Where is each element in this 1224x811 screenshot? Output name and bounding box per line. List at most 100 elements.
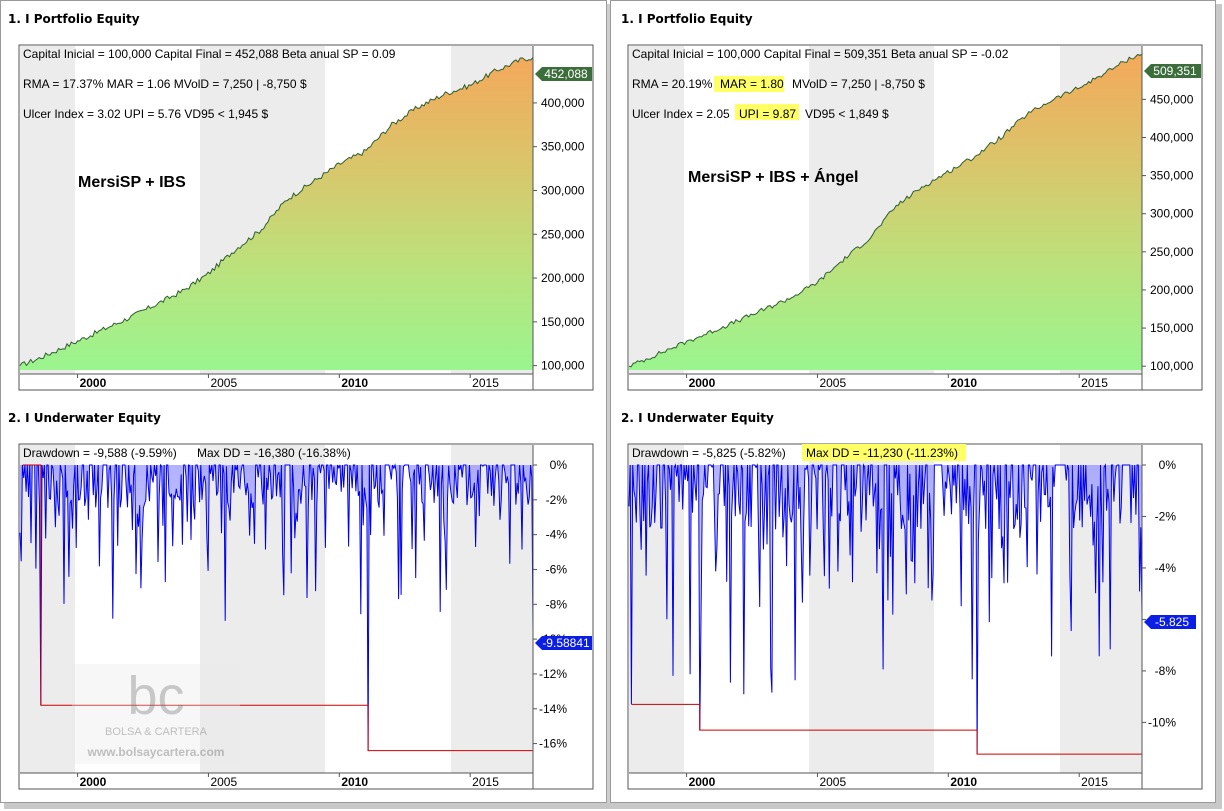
equity-xtick-label: 2005 xyxy=(210,376,237,390)
left-strategy-label: MersiSP + IBS xyxy=(78,174,186,191)
right-maxdd-line xyxy=(631,703,1142,755)
right-stats-mvold: MVolD = 7,250 | -8,750 $ xyxy=(792,77,925,91)
right-final-badge xyxy=(1144,64,1201,78)
right-equity-area xyxy=(629,54,1142,370)
dd-ytick-label: -6% xyxy=(546,562,568,576)
equity-ytick-label: 350,000 xyxy=(541,140,585,154)
panel-separator xyxy=(607,4,610,803)
right-equity-chart: 100,000 150,000 200,000 250,000 300,000 350,0… xyxy=(627,44,1203,391)
left-equity-band-1 xyxy=(20,46,75,374)
left-dd-label: -9.58841 xyxy=(542,636,590,650)
watermark-logo: bc xyxy=(127,666,184,726)
right-stats-rma: RMA = 20.19% xyxy=(632,77,713,91)
dd-ytick-label: -2% xyxy=(546,493,568,507)
right-strategy-label: MersiSP + IBS + Ángel xyxy=(688,167,858,186)
left-final-badge xyxy=(535,67,592,81)
dd-xtick-label: 2010 xyxy=(341,775,368,789)
dd-xtick-label: 2000 xyxy=(689,775,716,789)
left-equity-line xyxy=(19,56,534,367)
right-equity-title: 1. I Portfolio Equity xyxy=(621,12,753,26)
right-dd-fill xyxy=(629,465,1142,755)
left-equity-area xyxy=(20,57,533,371)
equity-ytick-label: 200,000 xyxy=(541,271,585,285)
equity-xtick-label: 2000 xyxy=(80,376,107,390)
dd-ytick-label: -16% xyxy=(539,737,567,751)
left-dd-stats: Drawdown = -9,588 (-9.59%) xyxy=(23,446,177,460)
right-dd-line xyxy=(628,463,1143,755)
equity-xtick-label: 2015 xyxy=(472,376,499,390)
right-dd-stats: Drawdown = -5,825 (-5.82%) xyxy=(632,446,786,460)
left-underwater-title: 2. I Underwater Equity xyxy=(8,411,161,425)
equity-xtick-label: 2015 xyxy=(1081,376,1108,390)
right-dd-band-1 xyxy=(629,445,684,773)
left-stats-line3: Ulcer Index = 3.02 UPI = 5.76 VD95 < 1,9… xyxy=(23,107,268,121)
dd-xtick-label: 2005 xyxy=(819,775,846,789)
dd-xtick-label: 2005 xyxy=(210,775,237,789)
equity-ytick-label: 250,000 xyxy=(1150,245,1194,259)
dd-xtick-label: 2015 xyxy=(1081,775,1108,789)
watermark-url: www.bolsaycartera.com xyxy=(87,745,225,759)
dd-ytick-label: -2% xyxy=(1155,509,1177,523)
equity-ytick-label: 400,000 xyxy=(1150,130,1194,144)
right-equity-band-1 xyxy=(629,46,684,374)
watermark-name: BOLSA & CARTERA xyxy=(105,726,208,738)
dd-xtick-label: 2015 xyxy=(472,775,499,789)
equity-xtick-label: 2010 xyxy=(341,376,368,390)
dd-ytick-label: -8% xyxy=(1155,664,1177,678)
dd-ytick-label: -8% xyxy=(546,597,568,611)
dd-ytick-label: -14% xyxy=(539,702,567,716)
equity-ytick-label: 200,000 xyxy=(1150,283,1194,297)
dd-ytick-label: -4% xyxy=(546,528,568,542)
right-stats-upi: UPI = 9.87 xyxy=(739,107,796,121)
watermark: bc BOLSA & CARTERA www.bolsaycartera.com xyxy=(72,664,240,764)
left-maxdd-stats: Max DD = -16,380 (-16.38%) xyxy=(197,446,351,460)
left-stats-line1: Capital Inicial = 100,000 Capital Final … xyxy=(23,47,396,61)
right-stats-ulcer: Ulcer Index = 2.05 xyxy=(632,107,730,121)
right-maxdd-highlight xyxy=(802,444,966,461)
right-underwater-title: 2. I Underwater Equity xyxy=(621,411,774,425)
right-stats-line1: Capital Inicial = 100,000 Capital Final … xyxy=(632,47,1009,61)
equity-ytick-label: 350,000 xyxy=(1150,169,1194,183)
left-maxdd-line xyxy=(22,464,533,752)
dd-ytick-label: -4% xyxy=(1155,561,1177,575)
dd-xtick-label: 2000 xyxy=(80,775,107,789)
equity-ytick-label: 250,000 xyxy=(541,227,585,241)
dd-ytick-label: -10% xyxy=(1148,715,1176,729)
right-stats-vd95: VD95 < 1,849 $ xyxy=(805,107,889,121)
right-mar-highlight xyxy=(714,76,784,92)
equity-xtick-label: 2005 xyxy=(819,376,846,390)
equity-xtick-label: 2000 xyxy=(689,376,716,390)
dd-ytick-label: 0% xyxy=(1159,458,1177,472)
dd-xtick-label: 2010 xyxy=(950,775,977,789)
watermark-box xyxy=(72,664,240,764)
equity-ytick-label: 100,000 xyxy=(1150,359,1194,373)
right-dd-label: -5.825 xyxy=(1155,615,1189,629)
equity-xtick-label: 2010 xyxy=(950,376,977,390)
left-dd-band-1 xyxy=(20,445,75,773)
right-dd-badge xyxy=(1144,615,1196,629)
left-dd-line xyxy=(19,463,534,751)
left-underwater-chart: 0%-2%-4%-6%-8%-10%-12%-14%-16% 200020052… xyxy=(18,443,594,790)
right-final-label: 509,351 xyxy=(1153,64,1197,78)
left-dd-badge xyxy=(535,636,592,650)
right-equity-line xyxy=(628,53,1143,368)
equity-ytick-label: 450,000 xyxy=(1150,92,1194,106)
right-upi-highlight xyxy=(735,104,799,120)
equity-ytick-label: 300,000 xyxy=(1150,207,1194,221)
left-equity-title: 1. I Portfolio Equity xyxy=(8,12,140,26)
left-equity-chart: 100,000 150,000 200,000 250,000 300,000 350,0… xyxy=(18,44,594,391)
equity-ytick-label: 100,000 xyxy=(541,359,585,373)
dd-ytick-label: -12% xyxy=(539,667,567,681)
equity-ytick-label: 300,000 xyxy=(541,183,585,197)
left-dd-band-3 xyxy=(451,445,533,773)
dd-ytick-label: 0% xyxy=(550,458,568,472)
left-dd-fill xyxy=(20,465,533,751)
equity-ytick-label: 150,000 xyxy=(541,315,585,329)
equity-ytick-label: 400,000 xyxy=(541,96,585,110)
left-stats-line2: RMA = 17.37% MAR = 1.06 MVolD = 7,250 | … xyxy=(23,77,307,91)
right-stats-mar: MAR = 1.80 xyxy=(720,77,784,91)
equity-ytick-label: 150,000 xyxy=(1150,321,1194,335)
right-maxdd-stats: Max DD = -11,230 (-11.23%) xyxy=(806,446,958,460)
